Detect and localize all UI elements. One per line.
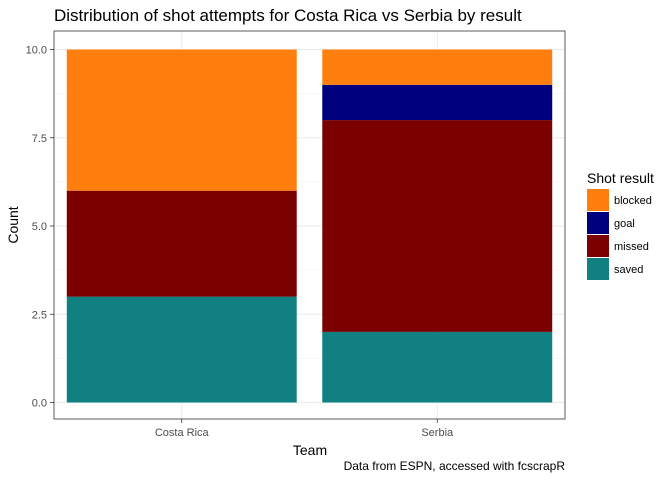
- legend-title: Shot result: [587, 170, 654, 186]
- y-tick-label: 2.5: [32, 309, 47, 321]
- bar-segment-blocked: [322, 49, 553, 85]
- chart-title: Distribution of shot attempts for Costa …: [54, 6, 522, 25]
- plot-panel: [53, 30, 566, 420]
- y-tick-label: 10.0: [26, 45, 47, 57]
- bar-segment-blocked: [66, 49, 297, 191]
- legend-label-saved: saved: [614, 264, 643, 276]
- y-axis-ticks: 0.0 2.5 5.0 7.5 10.0: [26, 45, 54, 410]
- bar-segment-saved: [322, 331, 553, 403]
- x-tick-label: Costa Rica: [155, 427, 210, 439]
- plot-border: [53, 30, 566, 420]
- legend-label-goal: goal: [614, 218, 635, 230]
- legend-label-blocked: blocked: [614, 195, 652, 207]
- bars: [66, 49, 553, 403]
- bar-segment-missed: [322, 120, 553, 332]
- chart-caption: Data from ESPN, accessed with fcscrapR: [344, 459, 566, 473]
- x-axis-label: Team: [293, 442, 327, 458]
- legend: Shot result blocked goal missed saved: [587, 170, 654, 280]
- legend-swatch-blocked: [587, 189, 609, 211]
- x-tick-label: Serbia: [421, 427, 454, 439]
- x-axis-ticks: Costa Rica Serbia: [155, 419, 454, 439]
- bar-segment-saved: [66, 296, 297, 403]
- legend-swatch-missed: [587, 235, 609, 257]
- bar-segment-missed: [66, 190, 297, 297]
- legend-label-missed: missed: [614, 241, 649, 253]
- y-tick-label: 7.5: [32, 133, 47, 145]
- y-tick-label: 5.0: [32, 221, 47, 233]
- bar-segment-goal: [322, 84, 553, 121]
- y-axis-label: Count: [5, 206, 21, 243]
- legend-items: blocked goal missed saved: [587, 189, 652, 280]
- legend-swatch-goal: [587, 212, 609, 234]
- y-tick-label: 0.0: [32, 398, 47, 410]
- legend-swatch-saved: [587, 258, 609, 280]
